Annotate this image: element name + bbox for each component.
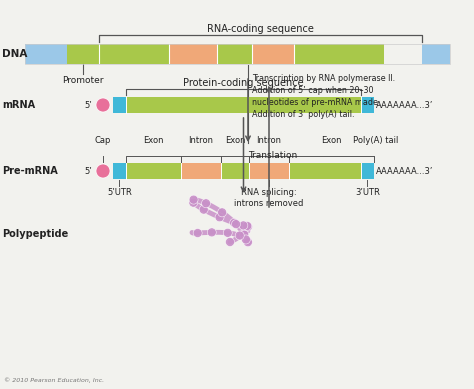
Bar: [289, 163, 374, 179]
Text: 5’: 5’: [84, 100, 92, 109]
Bar: [294, 44, 384, 64]
Bar: [217, 44, 252, 64]
Text: Promoter: Promoter: [62, 76, 104, 85]
Bar: [361, 97, 374, 113]
Text: Transcription by RNA polymerase II.
Addition of 5’ cap when 20–30
nucleotides of: Transcription by RNA polymerase II. Addi…: [252, 74, 395, 119]
Circle shape: [243, 221, 252, 230]
Bar: [422, 44, 450, 64]
Text: Intron: Intron: [256, 136, 282, 145]
Circle shape: [218, 208, 227, 217]
Text: Pre-mRNA: Pre-mRNA: [2, 166, 58, 176]
Circle shape: [239, 221, 248, 230]
Bar: [113, 97, 126, 113]
Text: mRNA: mRNA: [2, 100, 35, 110]
Text: Poly(A) tail: Poly(A) tail: [353, 136, 399, 145]
Circle shape: [199, 205, 208, 214]
Bar: [221, 163, 249, 179]
Bar: [126, 97, 374, 113]
Circle shape: [207, 228, 216, 237]
Text: AAAAAAA...3’: AAAAAAA...3’: [376, 166, 433, 175]
Circle shape: [237, 231, 246, 240]
Circle shape: [243, 238, 252, 247]
Bar: [181, 163, 221, 179]
Circle shape: [230, 218, 238, 227]
Circle shape: [189, 195, 198, 204]
Circle shape: [235, 231, 244, 240]
Bar: [169, 44, 217, 64]
Text: Polypeptide: Polypeptide: [2, 229, 68, 239]
Text: Intron: Intron: [189, 136, 213, 145]
Bar: [25, 44, 67, 64]
Text: Cap: Cap: [95, 136, 111, 145]
Text: 5’UTR: 5’UTR: [107, 188, 132, 197]
Text: Exon: Exon: [225, 136, 245, 145]
Circle shape: [240, 230, 249, 239]
Circle shape: [223, 228, 232, 237]
Circle shape: [193, 228, 202, 238]
Circle shape: [231, 220, 240, 229]
Text: © 2010 Pearson Education, Inc.: © 2010 Pearson Education, Inc.: [4, 377, 104, 383]
Text: RNA splicing:
introns removed: RNA splicing: introns removed: [234, 188, 304, 208]
Text: Exon: Exon: [321, 136, 342, 145]
Bar: [67, 44, 99, 64]
Circle shape: [241, 235, 250, 244]
Circle shape: [243, 237, 252, 245]
Bar: [361, 163, 374, 179]
Bar: [25, 44, 450, 64]
Circle shape: [242, 225, 251, 234]
Text: 5’: 5’: [84, 166, 92, 175]
Text: Protein-coding sequence: Protein-coding sequence: [183, 78, 304, 88]
Circle shape: [96, 164, 110, 178]
Text: Translation: Translation: [248, 151, 298, 160]
Circle shape: [96, 98, 110, 112]
Bar: [252, 44, 294, 64]
Circle shape: [189, 198, 198, 207]
Text: 3’UTR: 3’UTR: [355, 188, 380, 197]
Text: RNA-coding sequence: RNA-coding sequence: [207, 24, 314, 34]
Bar: [99, 44, 169, 64]
Circle shape: [201, 199, 210, 208]
Text: Exon: Exon: [143, 136, 164, 145]
Circle shape: [215, 213, 224, 222]
Circle shape: [226, 238, 235, 247]
Bar: [126, 163, 181, 179]
Bar: [113, 163, 126, 179]
Circle shape: [244, 222, 253, 231]
Text: AAAAAAA...3’: AAAAAAA...3’: [376, 100, 433, 109]
Bar: [249, 163, 289, 179]
Text: DNA: DNA: [2, 49, 27, 59]
